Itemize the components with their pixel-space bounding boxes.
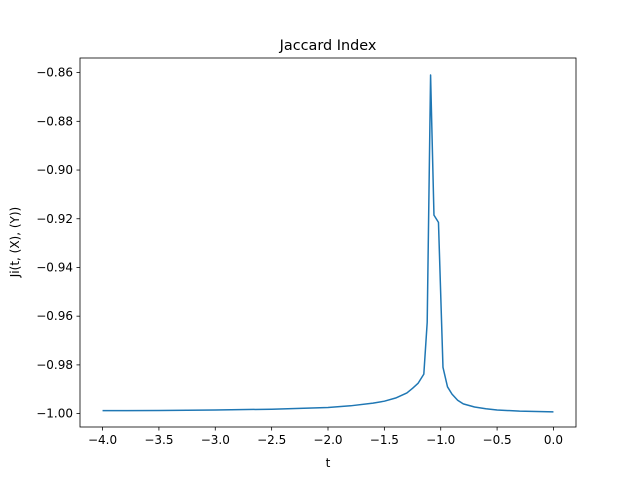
series-line bbox=[102, 74, 554, 413]
x-tick-label: −1.0 bbox=[426, 433, 455, 447]
y-axis-ticks: −1.00 −0.98 −0.96 −0.94 −0.92 −0.90 −0.88 −0.86 bbox=[36, 66, 80, 421]
x-tick-label: −2.0 bbox=[313, 433, 342, 447]
y-tick-label: −0.92 bbox=[36, 212, 73, 226]
y-tick-label: −0.96 bbox=[36, 309, 73, 323]
y-tick-label: −0.86 bbox=[36, 66, 73, 80]
x-tick-label: −1.5 bbox=[370, 433, 399, 447]
x-tick-label: −2.5 bbox=[257, 433, 286, 447]
y-tick-label: −0.90 bbox=[36, 163, 73, 177]
x-axis-label: t bbox=[326, 456, 331, 470]
x-tick-label: −3.5 bbox=[144, 433, 173, 447]
y-axis-label: Ji(t, (X), (Y)) bbox=[8, 207, 22, 278]
x-tick-label: −3.0 bbox=[201, 433, 230, 447]
chart-title: Jaccard Index bbox=[279, 38, 377, 54]
y-tick-label: −0.98 bbox=[36, 358, 73, 372]
axes-frame bbox=[79, 57, 577, 428]
y-tick-label: −0.88 bbox=[36, 114, 73, 128]
y-tick-label: −0.94 bbox=[36, 260, 73, 274]
x-tick-label: 0.0 bbox=[544, 433, 563, 447]
y-tick-label: −1.00 bbox=[36, 407, 73, 421]
x-tick-label: −0.5 bbox=[483, 433, 512, 447]
x-tick-label: −4.0 bbox=[88, 433, 117, 447]
x-axis-ticks: −4.0 −3.5 −3.0 −2.5 −2.0 −1.5 −1.0 −0.5 0.0 bbox=[88, 427, 563, 447]
